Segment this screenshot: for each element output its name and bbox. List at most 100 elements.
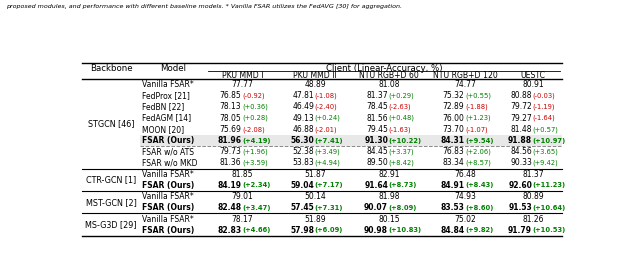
Text: (+10.64): (+10.64) <box>532 205 566 211</box>
Text: 74.77: 74.77 <box>454 80 476 89</box>
Text: 92.60: 92.60 <box>508 181 532 190</box>
Text: 79.01: 79.01 <box>232 192 253 201</box>
Text: (+9.82): (+9.82) <box>465 227 493 233</box>
Text: 46.49: 46.49 <box>292 102 314 111</box>
Text: (-2.08): (-2.08) <box>242 126 265 132</box>
Text: (+3.37): (+3.37) <box>388 148 414 155</box>
Text: 75.32: 75.32 <box>443 91 465 100</box>
Text: 82.91: 82.91 <box>378 170 400 179</box>
Text: 81.26: 81.26 <box>522 214 544 223</box>
Text: (+0.29): (+0.29) <box>388 92 414 99</box>
Text: PKU MMD II: PKU MMD II <box>293 71 337 80</box>
Text: proposed modules, and performance with different baseline models. * Vanilla FSAR: proposed modules, and performance with d… <box>6 4 403 9</box>
Text: (+10.22): (+10.22) <box>388 137 422 144</box>
Text: 78.13: 78.13 <box>220 102 241 111</box>
Text: 57.45: 57.45 <box>291 203 314 212</box>
Text: (-1.08): (-1.08) <box>315 92 337 99</box>
Text: 90.33: 90.33 <box>510 158 532 167</box>
Text: 81.37: 81.37 <box>522 170 544 179</box>
Text: 91.64: 91.64 <box>364 181 388 190</box>
Text: 50.14: 50.14 <box>304 192 326 201</box>
Text: (+0.28): (+0.28) <box>242 115 268 121</box>
Text: 59.04: 59.04 <box>291 181 314 190</box>
Text: 79.27: 79.27 <box>510 114 532 123</box>
Text: 72.89: 72.89 <box>443 102 465 111</box>
Text: 81.08: 81.08 <box>378 80 400 89</box>
Text: (+1.96): (+1.96) <box>242 148 268 155</box>
Text: Vanilla FSAR*: Vanilla FSAR* <box>143 170 195 179</box>
Text: MST-GCN [2]: MST-GCN [2] <box>86 198 136 207</box>
Text: 56.30: 56.30 <box>291 136 314 145</box>
Text: (-1.88): (-1.88) <box>465 104 488 110</box>
Text: Vanilla FSAR*: Vanilla FSAR* <box>143 214 195 223</box>
Text: 77.77: 77.77 <box>232 80 253 89</box>
Text: Model: Model <box>160 64 186 73</box>
Text: 91.53: 91.53 <box>508 203 532 212</box>
Text: 82.48: 82.48 <box>218 203 241 212</box>
Text: 74.93: 74.93 <box>454 192 476 201</box>
Text: 83.34: 83.34 <box>443 158 465 167</box>
Text: (+8.57): (+8.57) <box>465 160 491 166</box>
Text: FSAR w/o ATS: FSAR w/o ATS <box>143 147 195 156</box>
Text: 81.96: 81.96 <box>218 136 241 145</box>
Text: 84.91: 84.91 <box>440 181 465 190</box>
Text: 57.98: 57.98 <box>290 226 314 235</box>
Text: (+8.09): (+8.09) <box>388 205 417 211</box>
Text: 79.73: 79.73 <box>220 147 241 156</box>
Text: 91.79: 91.79 <box>508 226 532 235</box>
Text: (-0.92): (-0.92) <box>242 92 264 99</box>
Text: 91.30: 91.30 <box>364 136 388 145</box>
Text: (+3.49): (+3.49) <box>315 148 340 155</box>
Text: 90.98: 90.98 <box>364 226 388 235</box>
Text: (+7.31): (+7.31) <box>315 205 343 211</box>
Text: 51.87: 51.87 <box>304 170 326 179</box>
Text: FedAGM [14]: FedAGM [14] <box>143 114 191 123</box>
Text: (+3.65): (+3.65) <box>532 148 559 155</box>
Text: (+8.43): (+8.43) <box>465 182 493 188</box>
Text: (+8.60): (+8.60) <box>465 205 493 211</box>
Text: (+0.36): (+0.36) <box>242 104 268 110</box>
Text: (+3.47): (+3.47) <box>242 205 271 211</box>
Text: (+4.94): (+4.94) <box>315 160 340 166</box>
Text: FedBN [22]: FedBN [22] <box>143 102 185 111</box>
Text: UESTC: UESTC <box>520 71 545 80</box>
Text: (-2.63): (-2.63) <box>388 104 411 110</box>
Text: 79.45: 79.45 <box>366 125 388 134</box>
Text: 84.84: 84.84 <box>440 226 465 235</box>
Text: (+9.42): (+9.42) <box>532 160 558 166</box>
Text: (+10.83): (+10.83) <box>388 227 422 233</box>
Text: 83.53: 83.53 <box>440 203 465 212</box>
Text: 76.83: 76.83 <box>443 147 465 156</box>
Text: 81.85: 81.85 <box>232 170 253 179</box>
Text: FedProx [21]: FedProx [21] <box>143 91 190 100</box>
Text: MS-G3D [29]: MS-G3D [29] <box>85 220 137 229</box>
Text: (-1.07): (-1.07) <box>465 126 488 132</box>
Text: (+6.09): (+6.09) <box>315 227 343 233</box>
Text: FSAR (Ours): FSAR (Ours) <box>143 203 195 212</box>
Text: (-1.63): (-1.63) <box>388 126 411 132</box>
Text: 78.17: 78.17 <box>232 214 253 223</box>
Text: 81.56: 81.56 <box>366 114 388 123</box>
Text: 48.89: 48.89 <box>304 80 326 89</box>
Text: (+3.59): (+3.59) <box>242 160 268 166</box>
Text: (+8.73): (+8.73) <box>388 182 417 188</box>
Text: PKU MMD I: PKU MMD I <box>221 71 263 80</box>
Text: (+0.55): (+0.55) <box>465 92 491 99</box>
Text: (+8.42): (+8.42) <box>388 160 414 166</box>
Text: (-2.01): (-2.01) <box>315 126 337 132</box>
Text: FSAR (Ours): FSAR (Ours) <box>143 226 195 235</box>
Text: 46.88: 46.88 <box>292 125 314 134</box>
Text: (+0.24): (+0.24) <box>315 115 340 121</box>
Text: 81.36: 81.36 <box>220 158 241 167</box>
Text: Client (Linear-Accuracy, %): Client (Linear-Accuracy, %) <box>326 64 442 73</box>
Text: FSAR (Ours): FSAR (Ours) <box>143 181 195 190</box>
Text: (+0.48): (+0.48) <box>388 115 415 121</box>
Text: (+0.57): (+0.57) <box>532 126 559 132</box>
Text: (-1.64): (-1.64) <box>532 115 556 121</box>
Text: (+10.97): (+10.97) <box>532 137 566 144</box>
Text: Backbone: Backbone <box>90 64 132 73</box>
Text: 80.88: 80.88 <box>511 91 532 100</box>
Text: 52.38: 52.38 <box>292 147 314 156</box>
Text: (-2.40): (-2.40) <box>315 104 337 110</box>
Text: (+2.34): (+2.34) <box>242 182 270 188</box>
